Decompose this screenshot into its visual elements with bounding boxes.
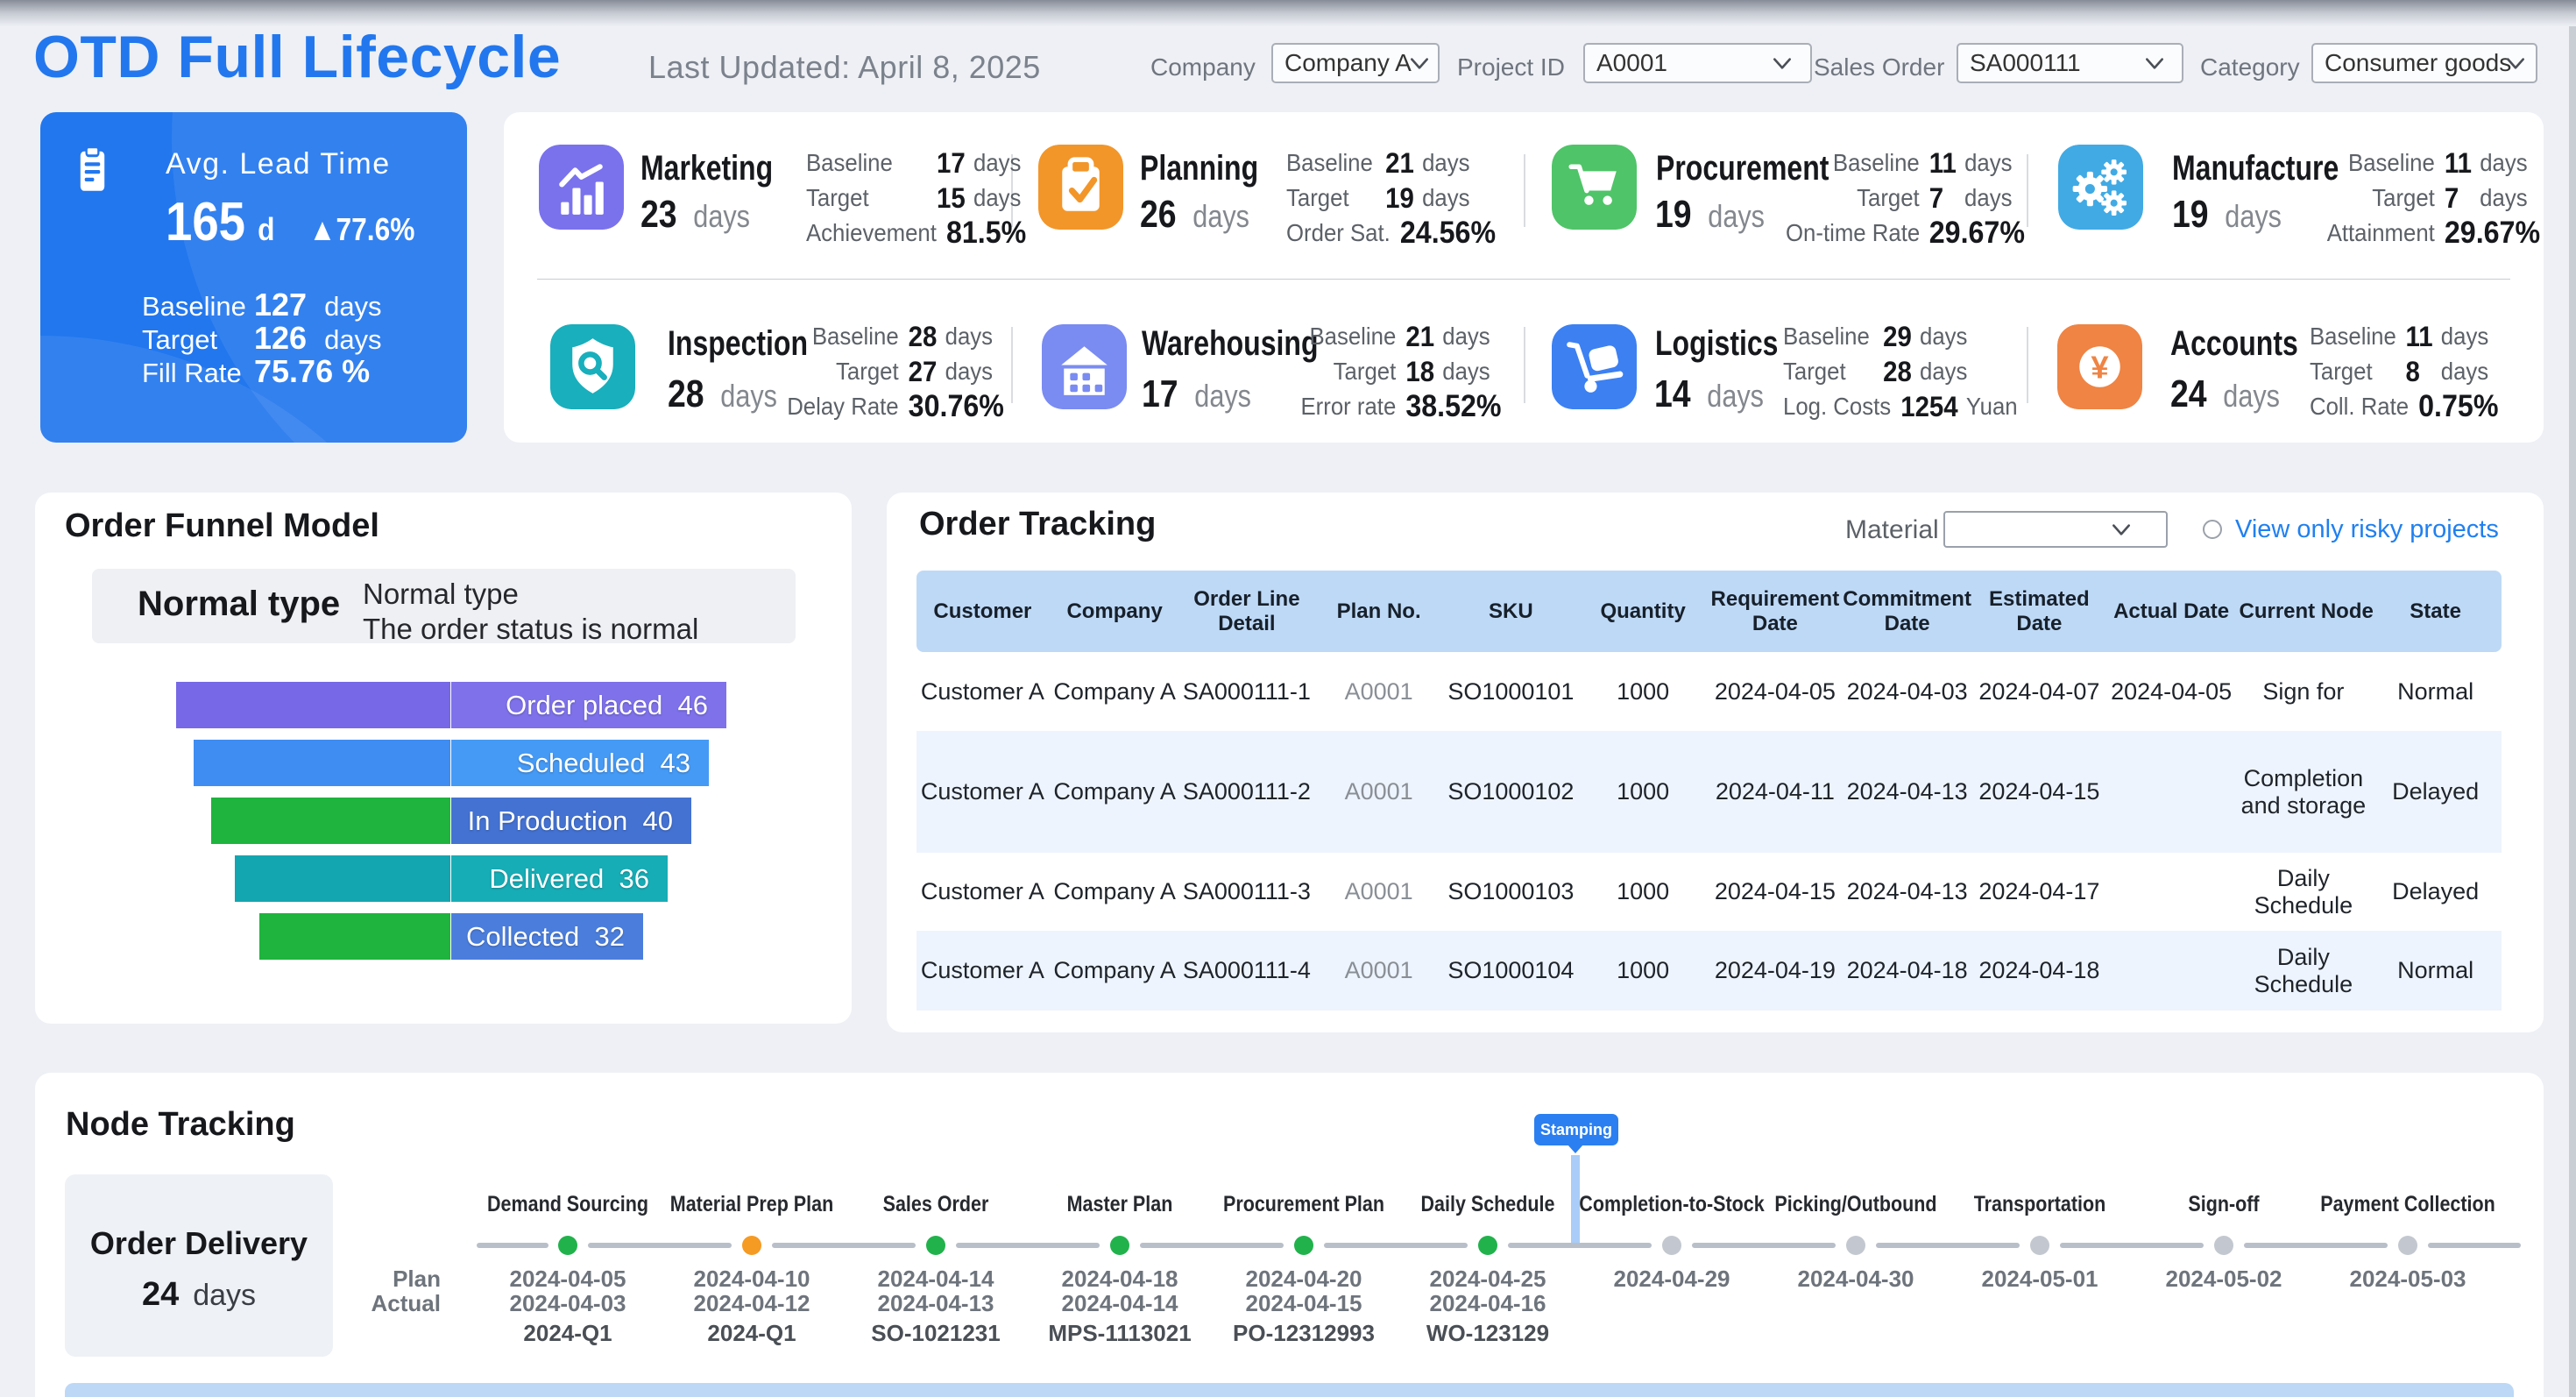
svg-text:¥: ¥ bbox=[2091, 350, 2109, 386]
